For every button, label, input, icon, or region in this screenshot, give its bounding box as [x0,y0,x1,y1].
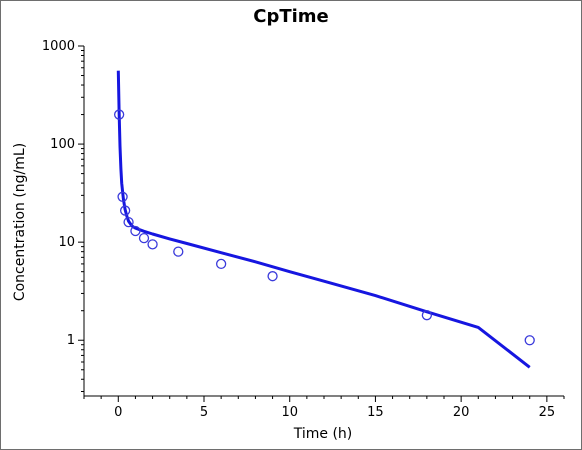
data-point [147,239,158,250]
x-tick-label: 20 [453,405,470,420]
x-tick-label: 0 [114,405,122,420]
y-tick-label: 1 [67,333,75,348]
x-tick-label: 10 [281,405,298,420]
x-tick-label: 15 [367,405,384,420]
x-axis-label: Time (h) [293,426,353,442]
y-tick-label: 1000 [42,39,75,54]
x-tick-label: 25 [539,405,556,420]
plot-area [113,70,535,369]
chart-title: CpTime [253,6,329,27]
axes: 0 5 10 15 20 25 1 10 100 1000 [42,39,565,420]
data-point [524,335,535,346]
data-point [130,225,141,237]
fitted-curve [116,70,531,369]
data-point [119,205,131,216]
data-point [138,232,150,244]
data-point [123,216,134,228]
y-axis-label: Concentration (ng/mL) [12,143,28,301]
data-point [173,246,184,257]
data-point [215,258,227,270]
data-point [117,191,128,202]
x-tick-label: 5 [200,405,208,420]
y-tick-label: 10 [58,235,75,250]
data-point [113,109,125,120]
y-tick-label: 100 [50,137,75,152]
data-point [421,310,433,321]
data-point [267,271,278,282]
